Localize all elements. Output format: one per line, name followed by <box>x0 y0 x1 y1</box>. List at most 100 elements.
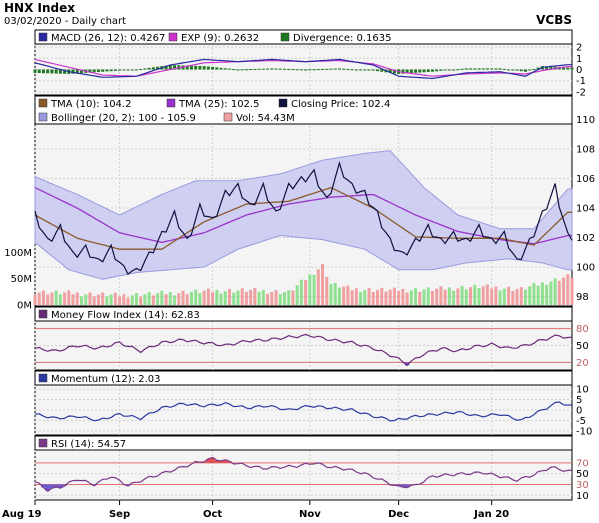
divergence-bar <box>392 69 396 74</box>
divergence-bar <box>566 67 570 70</box>
panel-momentum-axis-label: 5 <box>576 395 582 406</box>
divergence-bar <box>244 69 248 71</box>
volume-bar <box>244 291 248 305</box>
volume-bar <box>371 291 375 305</box>
rsi-series <box>34 456 573 492</box>
volume-bar <box>240 288 244 305</box>
volume-bar <box>63 292 67 305</box>
volume-bar <box>130 295 134 305</box>
volume-bar <box>363 290 367 305</box>
panel-momentum-axis-label: -5 <box>576 416 586 427</box>
panel-price-legend-swatch <box>166 98 176 108</box>
divergence-bar <box>469 68 473 70</box>
volume-bar <box>177 293 181 305</box>
divergence-bar <box>96 69 100 73</box>
divergence-bar <box>371 69 375 71</box>
panel-macd-legend-text: Divergence: 0.1635 <box>293 33 392 44</box>
divergence-bar <box>329 68 333 70</box>
panel-price-axis-label: 102 <box>576 233 595 244</box>
panel-macd-axis-label: -2 <box>576 87 586 98</box>
panel-price-axis-label: 110 <box>576 115 595 126</box>
divergence-bar <box>333 68 337 70</box>
panel-rsi-legend-swatch <box>38 438 48 448</box>
brand-label: VCBS <box>536 13 572 27</box>
volume-bar <box>392 287 396 305</box>
panel-rsi-legend-text: RSI (14): 54.57 <box>51 439 126 450</box>
divergence-bar <box>130 69 134 71</box>
volume-bar <box>139 296 143 305</box>
panel-momentum-axis-label: 0 <box>576 406 582 417</box>
x-axis-month-label: Jan 20 <box>473 509 509 520</box>
volume-bar <box>232 292 236 305</box>
divergence-bar <box>194 65 198 70</box>
divergence-bar <box>337 68 341 70</box>
volume-bar <box>350 290 354 305</box>
volume-bar <box>219 293 223 305</box>
divergence-bar <box>37 69 41 73</box>
mfi-series <box>34 333 573 367</box>
divergence-bar <box>168 65 172 70</box>
volume-bar <box>236 290 240 305</box>
panel-mfi-axis-label: 50 <box>576 341 589 352</box>
panel-macd-axis-label: 1 <box>576 54 582 65</box>
volume-bar <box>160 290 164 305</box>
panel-price-axis-label: 106 <box>576 174 595 185</box>
divergence-bar <box>274 68 278 70</box>
volume-bar <box>50 292 54 305</box>
volume-bar <box>367 288 371 305</box>
volume-bar <box>456 288 460 305</box>
panel-momentum-legend-swatch <box>38 373 48 383</box>
divergence-bar <box>477 68 481 70</box>
divergence-bar <box>473 68 477 70</box>
divergence-bar <box>418 69 422 73</box>
volume-bar <box>134 293 138 305</box>
divergence-bar <box>278 68 282 70</box>
volume-bar <box>75 292 79 305</box>
divergence-bar <box>485 68 489 70</box>
volume-bar <box>329 283 333 305</box>
volume-bar <box>359 292 363 305</box>
divergence-bar <box>198 66 202 70</box>
volume-bar <box>430 290 434 305</box>
rsi-overbought-fill <box>210 457 215 463</box>
divergence-bar <box>299 69 303 71</box>
macd-line <box>34 58 572 80</box>
rsi-line <box>34 456 573 492</box>
volume-bar <box>540 282 544 305</box>
divergence-bar <box>223 68 227 70</box>
panel-macd-axis-label: 2 <box>576 43 582 54</box>
volume-bar <box>342 286 346 305</box>
volume-bar <box>312 274 316 305</box>
divergence-bar <box>304 69 308 71</box>
divergence-bar <box>219 67 223 70</box>
divergence-bar <box>354 69 358 71</box>
volume-bar <box>37 292 41 305</box>
volume-bar <box>168 291 172 305</box>
panel-macd-legend-swatch <box>168 32 178 42</box>
divergence-bar <box>405 69 409 74</box>
panel-rsi-legend-bar <box>34 435 573 451</box>
divergence-bar <box>236 69 240 71</box>
divergence-bar <box>41 69 45 74</box>
mfi-oversold-fill <box>404 362 410 366</box>
divergence-bar <box>147 67 151 70</box>
x-axis-month-label: Sep <box>109 509 130 520</box>
volume-bar <box>194 289 198 305</box>
volume-bar <box>67 290 71 305</box>
volume-bar <box>485 284 489 305</box>
panel-macd-legend-text: MACD (26, 12): 0.4267 <box>51 33 165 44</box>
divergence-bar <box>523 69 527 72</box>
divergence-bar <box>113 69 117 71</box>
volume-bar <box>189 291 193 305</box>
volume-bar <box>223 291 227 305</box>
divergence-bar <box>134 69 138 71</box>
volume-bar <box>469 287 473 305</box>
divergence-bar <box>88 69 92 73</box>
volume-bar <box>405 292 409 305</box>
divergence-bar <box>266 68 270 70</box>
rsi-overbought-fill <box>214 460 220 463</box>
volume-bar <box>414 288 418 305</box>
volume-bar <box>435 288 439 305</box>
